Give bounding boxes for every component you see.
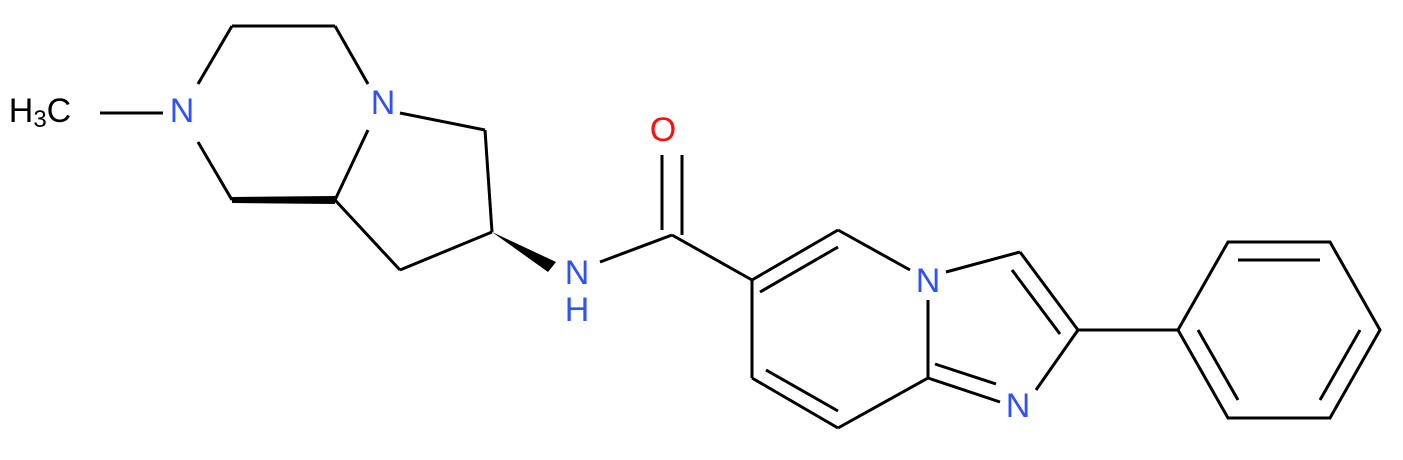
bond: [1176, 240, 1382, 420]
bond: [1010, 269, 1062, 335]
bond: [927, 376, 1001, 404]
bond: [1018, 251, 1080, 331]
bond: [671, 233, 753, 282]
bond: [765, 368, 839, 413]
atom-label: N: [371, 84, 396, 122]
bond: [945, 250, 1021, 274]
atom-label: H3C: [9, 92, 71, 133]
atom-label: N: [1006, 387, 1031, 425]
bond: [196, 25, 234, 85]
atom-label: O: [650, 111, 676, 149]
bond: [399, 230, 493, 272]
bond: [751, 228, 839, 282]
bond: [333, 198, 402, 272]
bond: [1318, 329, 1362, 401]
bond: [934, 362, 997, 386]
bond: [196, 141, 234, 201]
bond: [837, 376, 929, 430]
bond: [837, 228, 911, 272]
bond: [1034, 329, 1080, 391]
bond: [599, 233, 673, 264]
bond: [483, 129, 494, 233]
bond: [1196, 329, 1240, 401]
atom-label: N: [170, 92, 195, 130]
bond: [759, 245, 839, 294]
bond: [399, 111, 486, 132]
wedge-bond: [232, 196, 335, 204]
wedge-bond: [492, 232, 556, 272]
atom-label: H: [565, 291, 590, 329]
bond: [333, 25, 370, 85]
bond: [333, 129, 370, 201]
bond: [751, 376, 839, 430]
atom-label: N: [565, 254, 590, 292]
atom-label: N: [916, 262, 941, 300]
